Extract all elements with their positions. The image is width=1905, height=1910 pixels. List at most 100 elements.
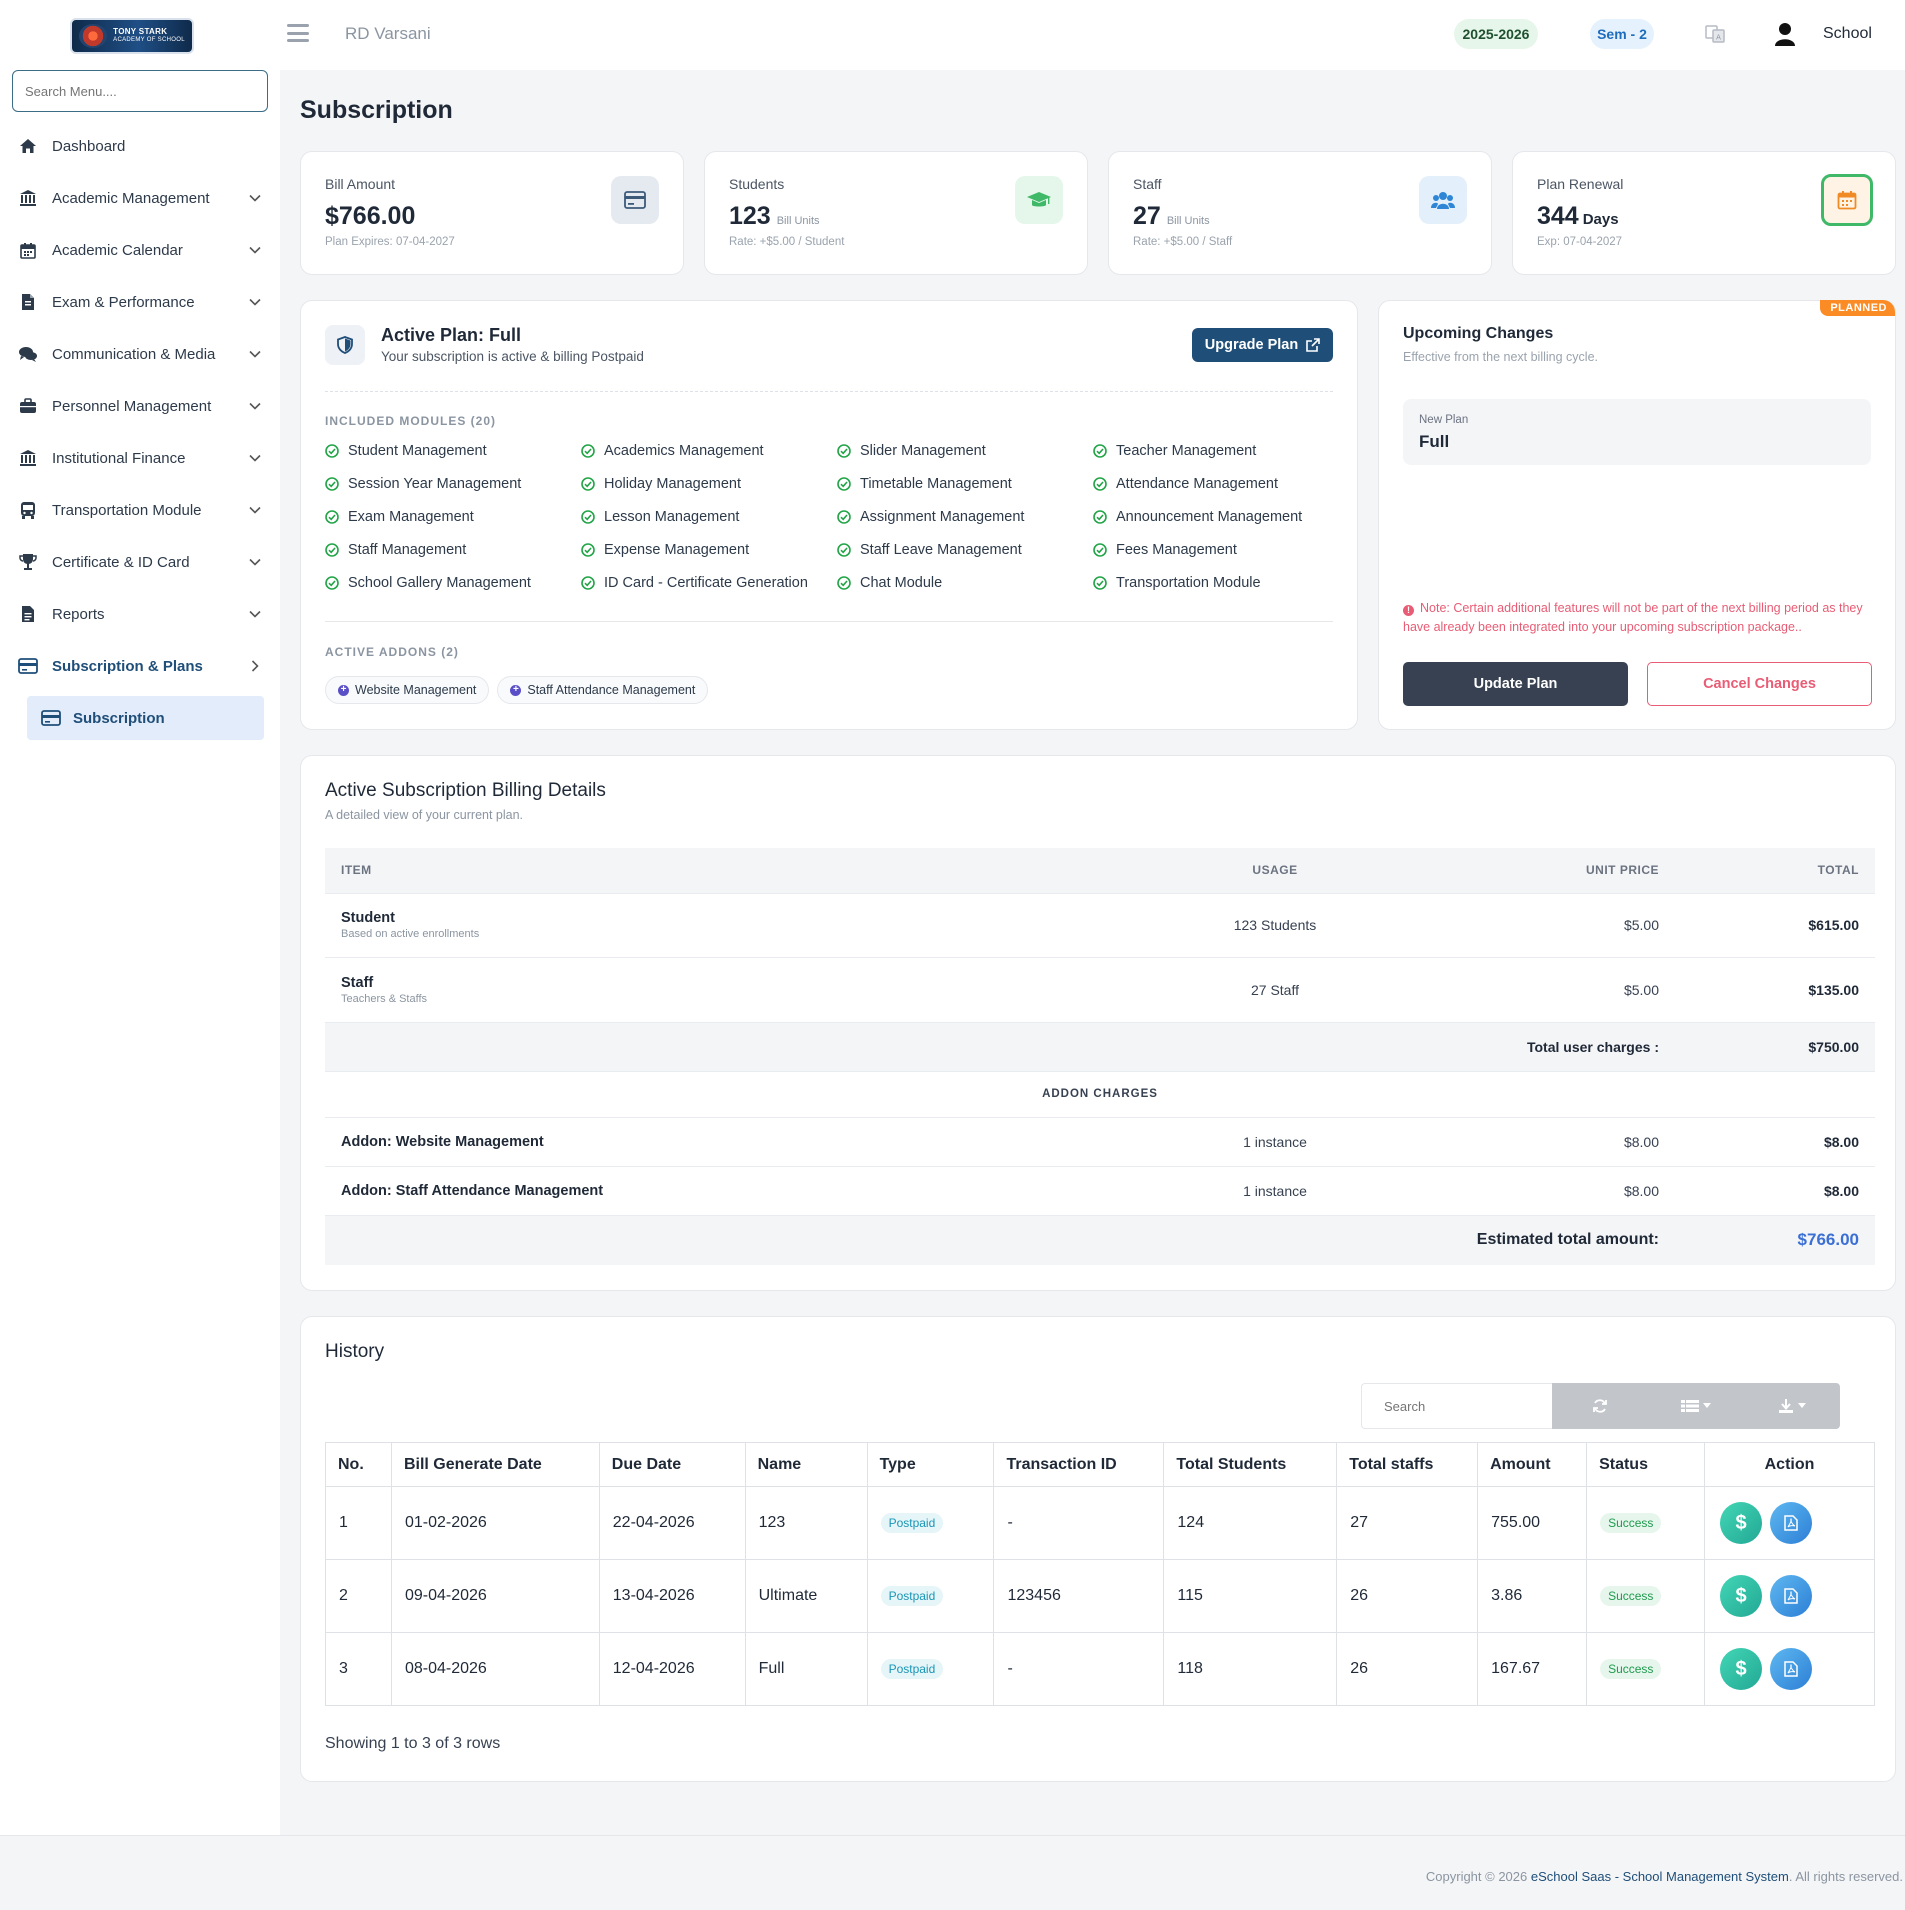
item-cell: Staff Teachers & Staffs: [325, 956, 1125, 1022]
pay-button[interactable]: $: [1720, 1575, 1763, 1617]
pay-button[interactable]: $: [1720, 1502, 1763, 1544]
menu-toggle-icon[interactable]: [287, 24, 309, 42]
plus-circle-icon: +: [338, 684, 349, 696]
sidebar-item-certificate-id-card[interactable]: Certificate & ID Card: [0, 536, 280, 588]
upcoming-changes-card: PLANNED Upcoming Changes Effective from …: [1378, 300, 1896, 730]
sidebar-item-label: Transportation Module: [52, 501, 202, 519]
check-circle-icon: [837, 576, 851, 590]
bus-icon: [18, 500, 38, 520]
col-header[interactable]: Total Students: [1163, 1442, 1338, 1487]
refresh-icon: [1593, 1399, 1607, 1413]
sidebar-item-exam-performance[interactable]: Exam & Performance: [0, 276, 280, 328]
students-cell: 118: [1163, 1632, 1338, 1706]
upgrade-plan-button[interactable]: Upgrade Plan: [1192, 328, 1333, 362]
sidebar-subitem-subscription[interactable]: Subscription: [27, 696, 264, 740]
col-header[interactable]: Amount: [1477, 1442, 1588, 1487]
sidebar-item-label: Dashboard: [52, 137, 126, 155]
billing-subtitle: A detailed view of your current plan.: [325, 808, 524, 822]
sidebar-item-subscription-plans[interactable]: Subscription & Plans: [0, 640, 280, 692]
update-plan-button[interactable]: Update Plan: [1403, 662, 1628, 706]
columns-toggle-button[interactable]: [1648, 1383, 1744, 1429]
copyright-suffix: . All rights reserved.: [1788, 1869, 1903, 1884]
chevron-down-icon: [249, 402, 261, 410]
stat-value: $766.00: [325, 202, 415, 231]
col-header[interactable]: Bill Generate Date: [390, 1442, 600, 1487]
col-header[interactable]: Due Date: [598, 1442, 746, 1487]
module-item: Announcement Management: [1093, 507, 1335, 527]
stat-label: Staff: [1133, 176, 1162, 192]
sidebar-item-dashboard[interactable]: Dashboard: [0, 120, 280, 172]
staffs-cell: 26: [1336, 1559, 1479, 1633]
external-link-icon: [1306, 338, 1321, 352]
sidebar-item-reports[interactable]: Reports: [0, 588, 280, 640]
due-date-cell: 13-04-2026: [598, 1559, 746, 1633]
chevron-right-icon: [251, 660, 259, 672]
module-label: Lesson Management: [604, 509, 740, 525]
status-cell: Success: [1586, 1632, 1706, 1706]
refresh-button[interactable]: [1552, 1383, 1648, 1429]
school-logo[interactable]: TONY STARK ACADEMY OF SCHOOL: [70, 18, 194, 54]
bill-amount-card: Bill Amount $766.00 Plan Expires: 07-04-…: [300, 151, 684, 275]
col-header[interactable]: Name: [744, 1442, 868, 1487]
col-header[interactable]: Total staffs: [1336, 1442, 1479, 1487]
sidebar-item-personnel-management[interactable]: Personnel Management: [0, 380, 280, 432]
col-header: ITEM: [325, 848, 1125, 893]
module-item: Academics Management: [581, 441, 837, 461]
cancel-changes-button[interactable]: Cancel Changes: [1647, 662, 1872, 706]
check-circle-icon: [325, 477, 339, 491]
sidebar-item-transportation-module[interactable]: Transportation Module: [0, 484, 280, 536]
users-icon: [1419, 176, 1467, 224]
sidebar-item-academic-calendar[interactable]: Academic Calendar: [0, 224, 280, 276]
module-item: Teacher Management: [1093, 441, 1335, 461]
stat-sub: Rate: +$5.00 / Student: [729, 236, 845, 248]
pdf-button[interactable]: [1770, 1575, 1813, 1617]
col-header[interactable]: No.: [325, 1442, 392, 1487]
stat-sub: Rate: +$5.00 / Staff: [1133, 236, 1233, 248]
students-cell: 124: [1163, 1486, 1338, 1560]
empty-cell: [1125, 1021, 1425, 1071]
table-row: Addon: Website Management 1 instance $8.…: [325, 1116, 1875, 1166]
pay-button[interactable]: $: [1720, 1648, 1763, 1690]
module-label: Holiday Management: [604, 476, 742, 492]
usage-cell: 123 Students: [1125, 892, 1425, 957]
col-header[interactable]: Type: [866, 1442, 995, 1487]
sidebar-item-institutional-finance[interactable]: Institutional Finance: [0, 432, 280, 484]
info-icon: !: [1403, 605, 1414, 616]
sidebar-item-label: Academic Management: [52, 189, 210, 207]
pdf-button[interactable]: [1770, 1648, 1813, 1690]
list-icon: [1681, 1400, 1699, 1412]
semester-badge[interactable]: Sem - 2: [1590, 19, 1654, 49]
pdf-button[interactable]: [1770, 1502, 1813, 1544]
txn-cell: 123456: [993, 1559, 1165, 1633]
total-user-label: Total user charges :: [1425, 1021, 1675, 1071]
sidebar-item-academic-management[interactable]: Academic Management: [0, 172, 280, 224]
total-cell: $8.00: [1675, 1116, 1875, 1166]
sidebar-search-input[interactable]: [12, 70, 268, 112]
footer: Copyright © 2026 eSchool Saas - School M…: [0, 1835, 1905, 1910]
export-button[interactable]: [1744, 1383, 1840, 1429]
item-desc: Teachers & Staffs: [341, 992, 428, 1005]
language-icon[interactable]: A: [1705, 24, 1725, 44]
col-header[interactable]: Transaction ID: [993, 1442, 1165, 1487]
sidebar-menu: Dashboard Academic Management Academic C…: [0, 120, 280, 740]
module-label: Slider Management: [860, 443, 986, 459]
sidebar-item-label: Communication & Media: [52, 345, 216, 363]
due-date-cell: 12-04-2026: [598, 1632, 746, 1706]
session-year-badge[interactable]: 2025-2026: [1454, 19, 1538, 49]
graduation-cap-icon: [1015, 176, 1063, 224]
logo-line-2: ACADEMY OF SCHOOL: [113, 37, 185, 43]
upcoming-note: ! Note: Certain additional features will …: [1403, 599, 1878, 637]
chevron-down-icon: [249, 298, 261, 306]
action-cell: $: [1704, 1486, 1875, 1560]
page-title: Subscription: [300, 96, 453, 124]
check-circle-icon: [581, 576, 595, 590]
usage-cell: 1 instance: [1125, 1165, 1425, 1215]
col-header[interactable]: Status: [1586, 1442, 1706, 1487]
footer-link[interactable]: eSchool Saas - School Management System: [1530, 1869, 1789, 1884]
sidebar-item-communication-media[interactable]: Communication & Media: [0, 328, 280, 380]
user-name[interactable]: School: [1823, 25, 1872, 42]
user-avatar-icon[interactable]: [1774, 22, 1796, 46]
renewal-days-unit: Days: [1582, 211, 1619, 228]
stat-label: Students: [729, 176, 785, 192]
history-search-input[interactable]: [1361, 1383, 1552, 1429]
